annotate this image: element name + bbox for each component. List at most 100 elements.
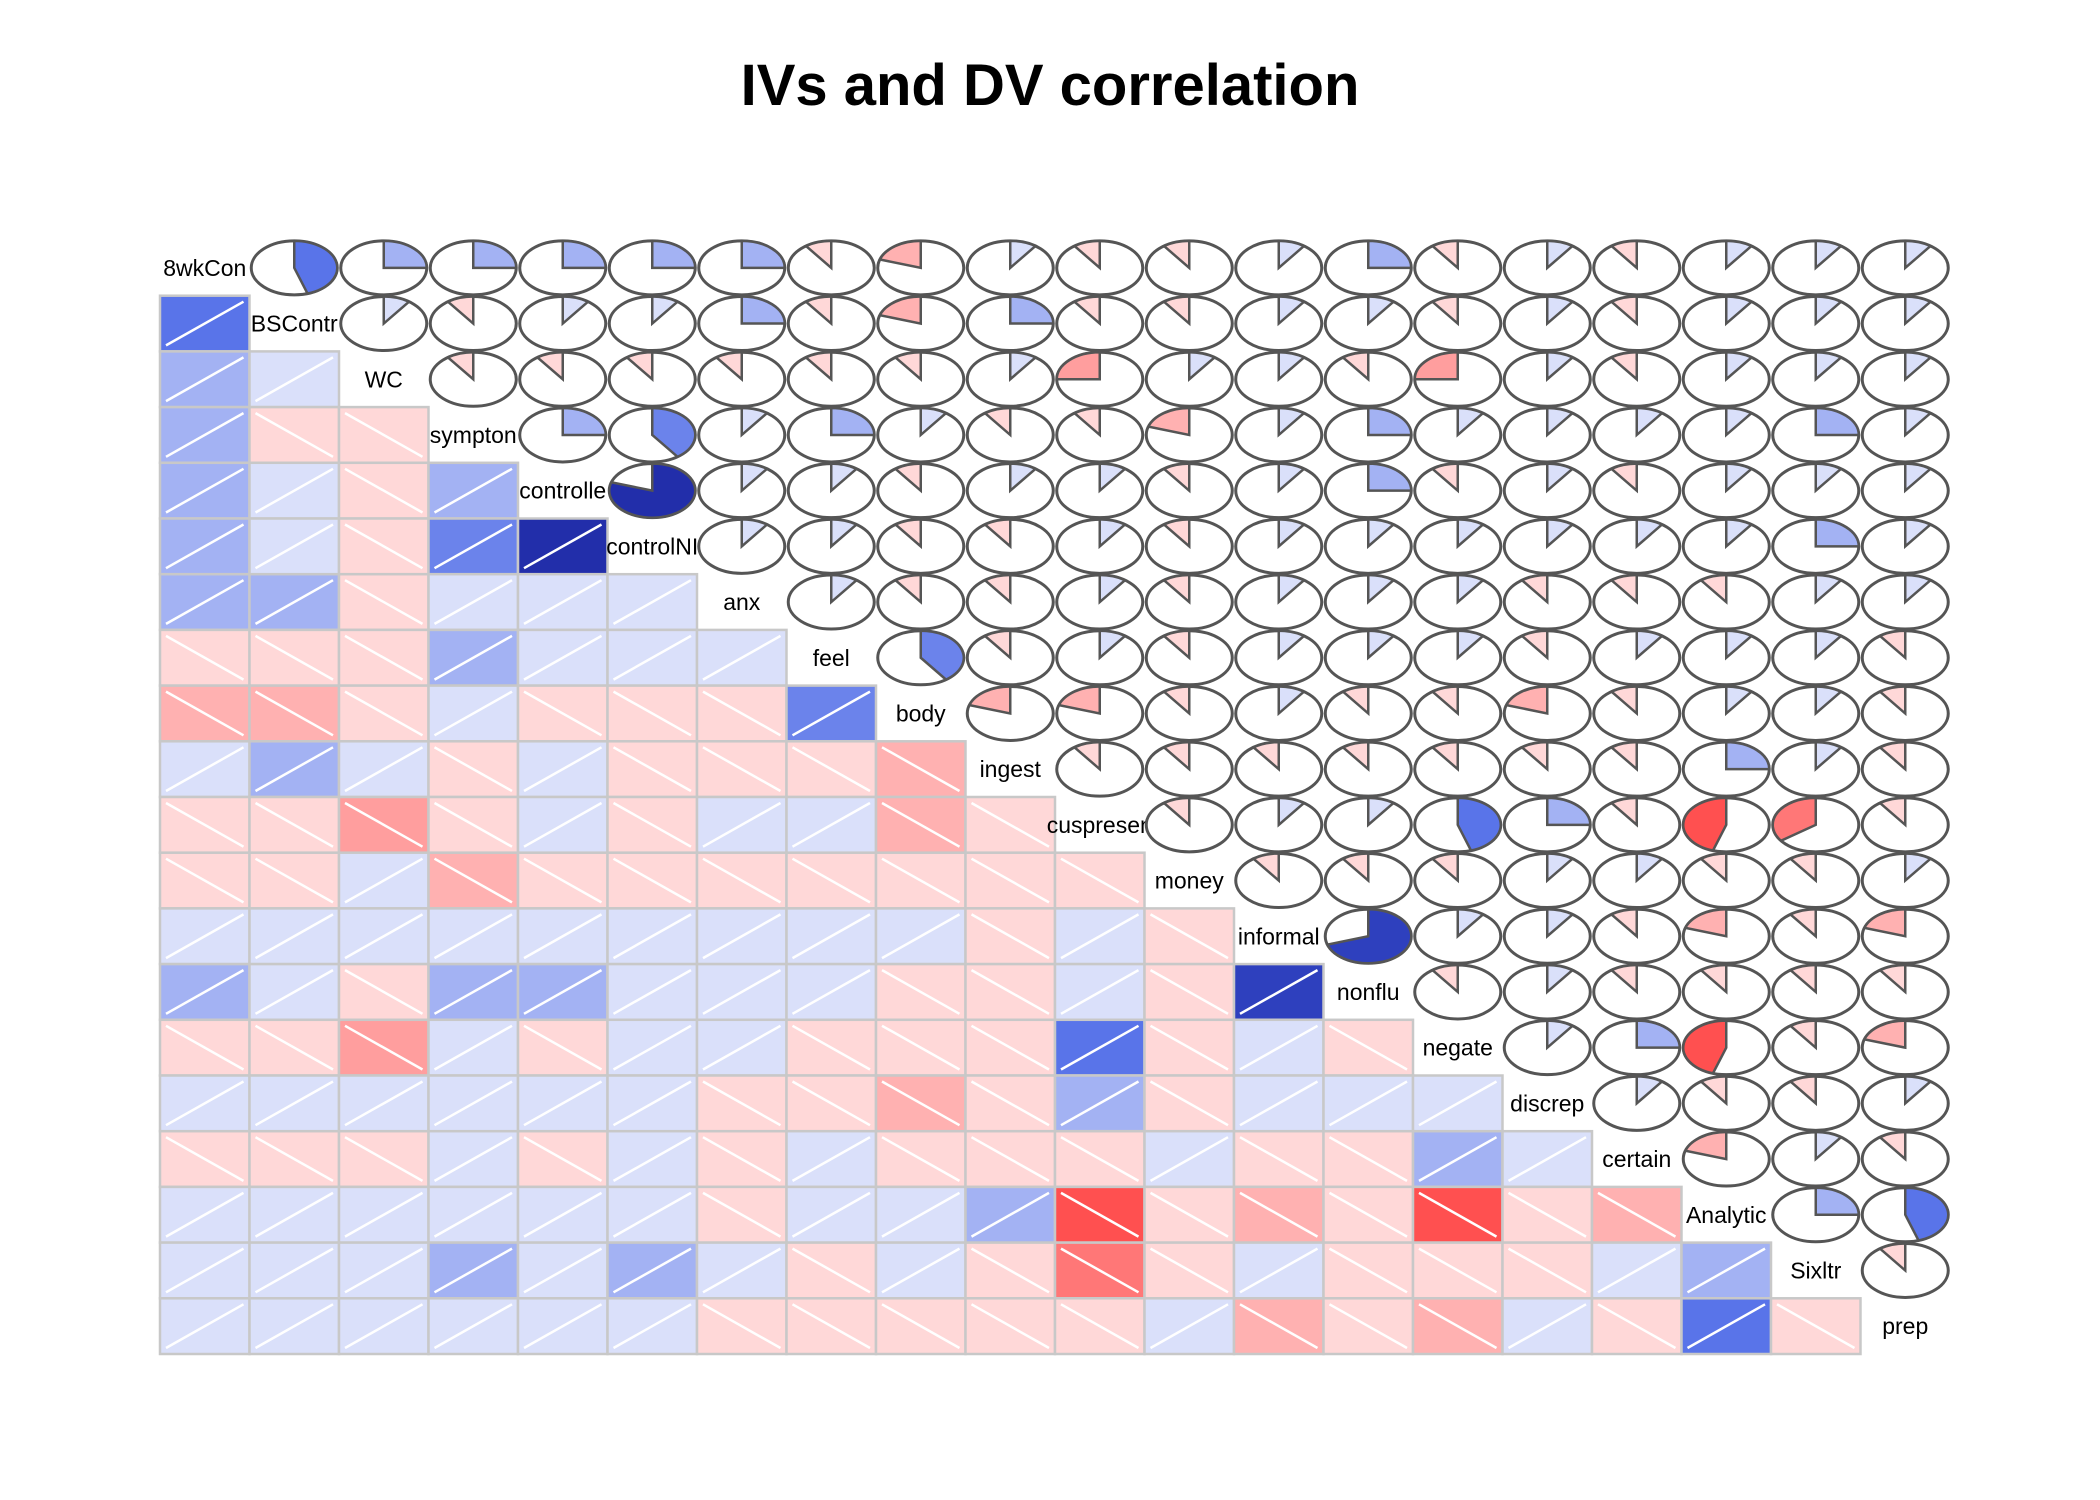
shade-line-15-3 [433,1080,513,1127]
pie-slice-5-9 [982,518,1012,550]
pie-slice-1-4 [561,295,591,327]
pie-slice-3-9 [982,406,1012,438]
pie-slice-2-6 [714,350,743,382]
diagonal-label-sympton: sympton [430,422,517,448]
shade-line-13-1 [254,969,334,1015]
shade-line-12-3 [433,913,513,960]
pie-slice-10-11 [1161,796,1191,828]
pie-slice-9-10 [1072,740,1101,772]
pie-slice-5-16 [1635,518,1665,550]
pie-slice-2-14 [1413,350,1459,381]
shade-line-6-0 [165,579,245,625]
shade-line-18-15 [1507,1247,1587,1294]
pie-slice-10-12 [1277,796,1307,828]
shade-line-18-16 [1597,1247,1677,1294]
pie-slice-3-13 [1367,406,1413,437]
pie-slice-2-3 [445,350,475,382]
pie-slice-0-9 [1009,239,1038,271]
pie-slice-11-15 [1546,852,1575,884]
shade-line-10-8 [881,801,961,848]
pie-slice-0-11 [1161,239,1191,271]
shade-line-12-4 [523,913,603,960]
pie-slice-6-10 [1098,573,1128,605]
pie-slice-8-9 [967,685,1012,715]
pie-slice-9-11 [1161,740,1191,772]
shade-line-19-2 [344,1303,424,1350]
pie-slice-13-18 [1788,963,1817,995]
pie-slice-0-1 [293,239,339,295]
shade-line-14-1 [254,1024,334,1071]
shade-line-13-8 [881,969,961,1015]
shade-line-17-10 [1060,1191,1140,1238]
shade-line-11-0 [165,857,245,904]
pie-slice-5-7 [830,518,859,550]
shade-line-5-4 [523,523,603,570]
shade-line-13-3 [433,969,513,1015]
shade-line-19-7 [791,1303,871,1350]
shade-line-15-4 [523,1080,603,1127]
shade-line-19-0 [165,1303,245,1350]
shade-line-13-5 [612,969,692,1015]
shade-line-17-2 [344,1191,424,1238]
pie-slice-17-19 [1904,1186,1950,1242]
shade-line-18-7 [791,1247,871,1294]
pie-slice-6-12 [1277,573,1307,605]
shade-line-4-0 [165,467,245,514]
shade-line-12-7 [791,913,871,960]
shade-line-6-5 [612,579,692,625]
diagonal-label-prep: prep [1882,1313,1928,1339]
pie-slice-15-17 [1698,1075,1728,1107]
pie-slice-4-7 [830,462,859,494]
pie-slice-16-17 [1683,1130,1728,1161]
pie-slice-1-17 [1725,295,1754,327]
pie-slice-0-2 [382,239,429,270]
diagonal-label-anx: anx [723,589,761,615]
shade-line-14-7 [791,1024,871,1071]
pie-slice-4-17 [1725,462,1754,494]
shade-line-19-9 [970,1303,1050,1350]
shade-line-17-12 [1239,1191,1319,1238]
pie-slice-1-14 [1430,295,1459,327]
pie-slice-7-18 [1814,629,1844,661]
pie-slice-1-15 [1546,295,1575,327]
pie-slice-6-13 [1367,573,1396,605]
pie-slice-2-16 [1609,350,1638,382]
shade-line-9-2 [344,746,424,793]
pie-slice-9-16 [1609,740,1638,772]
pie-slice-1-8 [877,295,922,326]
shade-line-19-17 [1686,1303,1766,1350]
pie-slice-2-13 [1340,350,1370,382]
pie-slice-14-17 [1682,1019,1728,1075]
shade-line-7-1 [254,634,334,681]
shade-line-17-9 [970,1191,1050,1238]
shade-line-19-10 [1060,1303,1140,1350]
pie-slice-6-11 [1161,573,1191,605]
pie-slice-4-15 [1546,462,1575,494]
shade-line-15-8 [881,1080,961,1127]
diagonal-label-informal: informal [1238,923,1320,949]
pie-slice-7-10 [1098,629,1128,661]
shade-line-12-6 [702,913,782,960]
shade-line-18-10 [1060,1247,1140,1294]
pie-slice-14-16 [1635,1019,1682,1049]
shade-line-15-13 [1328,1080,1408,1127]
shade-line-19-12 [1239,1303,1319,1350]
shade-line-9-8 [881,746,961,793]
shade-line-18-11 [1149,1247,1229,1294]
shade-line-10-2 [344,801,424,848]
pie-slice-9-18 [1814,740,1844,772]
pie-slice-6-8 [893,573,922,605]
pie-slice-7-17 [1725,629,1754,661]
shade-line-12-8 [881,913,961,960]
shade-line-4-3 [433,467,513,514]
pie-slice-0-10 [1072,239,1101,271]
shade-line-18-2 [344,1247,424,1294]
shade-line-14-0 [165,1024,245,1071]
pie-slice-2-19 [1904,350,1933,382]
shade-line-16-1 [254,1136,334,1182]
pie-slice-9-13 [1340,740,1370,772]
shade-line-15-14 [1418,1080,1498,1127]
pie-slice-9-17 [1725,740,1771,771]
shade-line-10-7 [791,801,871,848]
